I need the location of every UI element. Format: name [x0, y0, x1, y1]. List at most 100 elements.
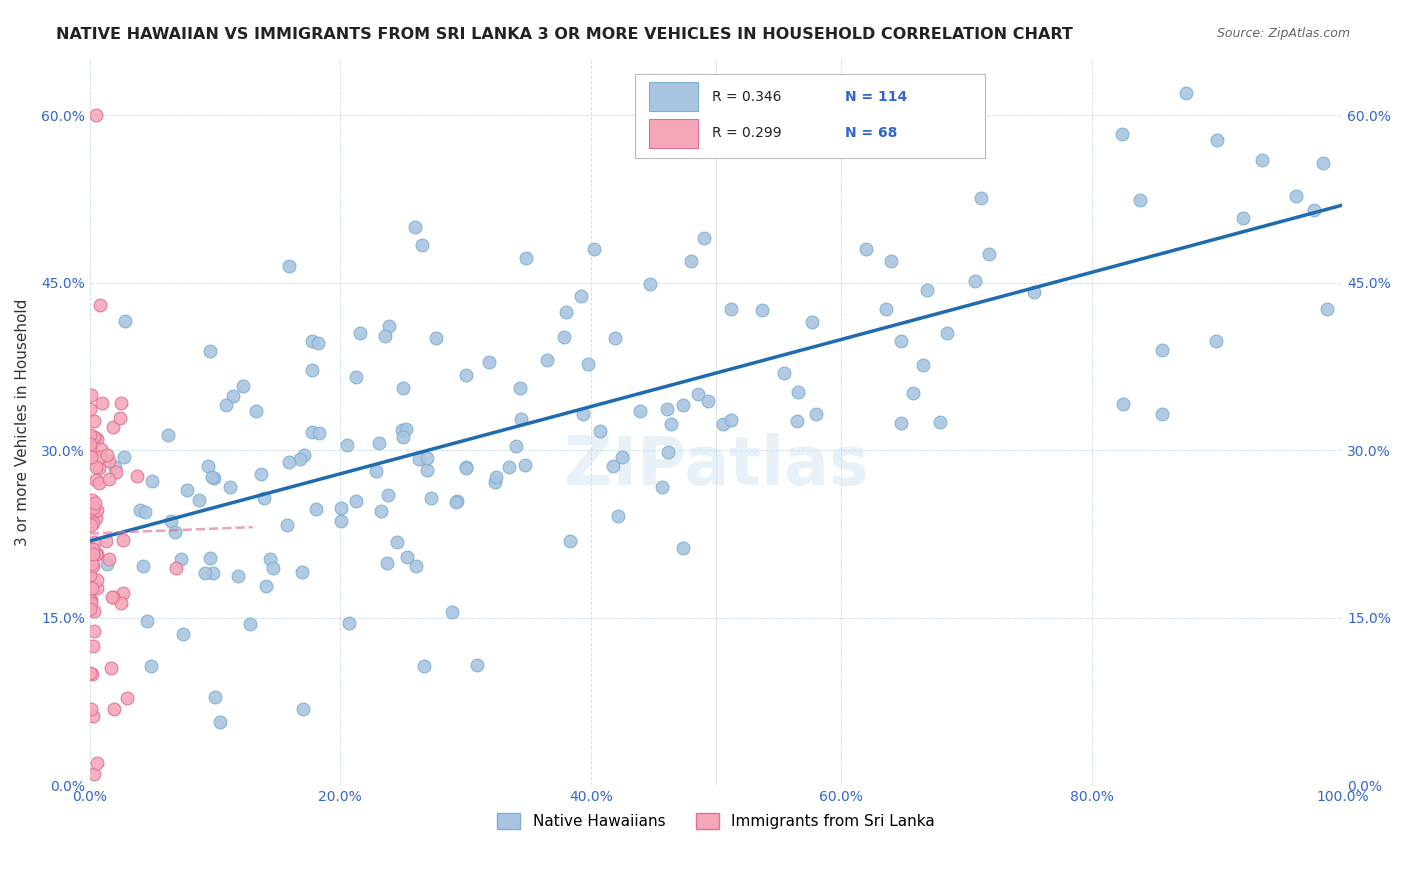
Point: [82, 547, 104, 561]
Point: [82, 501, 104, 516]
Point: [204, 690, 226, 704]
Point: [79, 568, 101, 582]
Point: [276, 518, 298, 533]
Point: [103, 420, 125, 434]
Point: [160, 514, 183, 528]
Point: [86, 503, 108, 517]
Point: [890, 334, 912, 348]
Point: [83, 767, 105, 781]
Point: [672, 398, 695, 412]
Point: [553, 330, 575, 344]
Point: [880, 253, 903, 268]
Point: [929, 415, 952, 429]
Point: [337, 615, 360, 630]
Point: [1111, 397, 1133, 411]
Point: [288, 452, 311, 467]
Point: [378, 318, 401, 333]
Point: [278, 259, 301, 273]
Point: [800, 315, 823, 329]
Point: [291, 702, 314, 716]
Point: [498, 460, 520, 475]
Point: [79, 550, 101, 565]
Point: [773, 366, 796, 380]
Point: [98, 454, 121, 468]
Point: [855, 243, 877, 257]
Point: [751, 303, 773, 318]
Point: [80, 517, 103, 532]
Point: [79, 437, 101, 451]
Point: [536, 352, 558, 367]
Point: [238, 616, 260, 631]
Point: [90, 396, 112, 410]
Point: [672, 541, 695, 556]
Point: [607, 508, 630, 523]
Point: [79, 556, 101, 570]
Point: [83, 604, 105, 618]
Point: [368, 435, 391, 450]
Text: NATIVE HAWAIIAN VS IMMIGRANTS FROM SRI LANKA 3 OR MORE VEHICLES IN HOUSEHOLD COR: NATIVE HAWAIIAN VS IMMIGRANTS FROM SRI L…: [56, 27, 1073, 42]
Point: [330, 514, 353, 528]
Point: [96, 448, 118, 462]
Point: [80, 447, 103, 461]
Point: [1024, 285, 1046, 300]
Point: [446, 494, 468, 508]
Point: [188, 492, 211, 507]
Point: [1316, 301, 1339, 316]
Point: [104, 465, 127, 479]
Point: [79, 402, 101, 417]
Point: [197, 459, 219, 474]
Point: [226, 569, 249, 583]
Point: [89, 298, 111, 312]
Point: [364, 464, 387, 478]
Point: [392, 381, 415, 395]
Point: [83, 429, 105, 443]
Point: [82, 639, 104, 653]
Point: [83, 430, 105, 444]
Point: [395, 550, 418, 565]
Point: [101, 591, 124, 605]
Point: [262, 561, 284, 575]
Point: [554, 305, 576, 319]
Point: [420, 491, 443, 505]
Point: [86, 432, 108, 446]
Point: [465, 658, 488, 673]
Point: [112, 450, 135, 465]
Point: [82, 581, 104, 595]
Point: [100, 661, 122, 675]
Point: [110, 411, 132, 425]
Point: [79, 600, 101, 615]
Point: [79, 568, 101, 582]
Point: [1312, 156, 1334, 170]
Point: [425, 331, 447, 345]
Point: [80, 545, 103, 559]
Point: [1150, 343, 1173, 357]
Point: [103, 702, 125, 716]
Point: [84, 547, 107, 561]
Point: [411, 237, 433, 252]
Point: [86, 511, 108, 525]
Point: [711, 417, 734, 431]
Point: [253, 491, 276, 505]
Point: [969, 191, 991, 205]
Point: [141, 659, 163, 673]
Point: [82, 516, 104, 530]
Point: [112, 533, 135, 548]
Point: [1129, 193, 1152, 207]
Point: [80, 493, 103, 508]
Point: [82, 505, 104, 519]
Point: [679, 253, 702, 268]
Point: [478, 355, 501, 369]
Point: [405, 220, 427, 235]
Point: [110, 396, 132, 410]
Legend: Native Hawaiians, Immigrants from Sri Lanka: Native Hawaiians, Immigrants from Sri La…: [491, 807, 941, 836]
Point: [569, 289, 592, 303]
Point: [79, 428, 101, 442]
Point: [83, 535, 105, 549]
Point: [198, 344, 221, 359]
Point: [80, 450, 103, 464]
Point: [84, 459, 107, 474]
Text: ZIPatlas: ZIPatlas: [564, 433, 869, 499]
Point: [692, 231, 714, 245]
Point: [589, 425, 612, 439]
Point: [346, 369, 368, 384]
